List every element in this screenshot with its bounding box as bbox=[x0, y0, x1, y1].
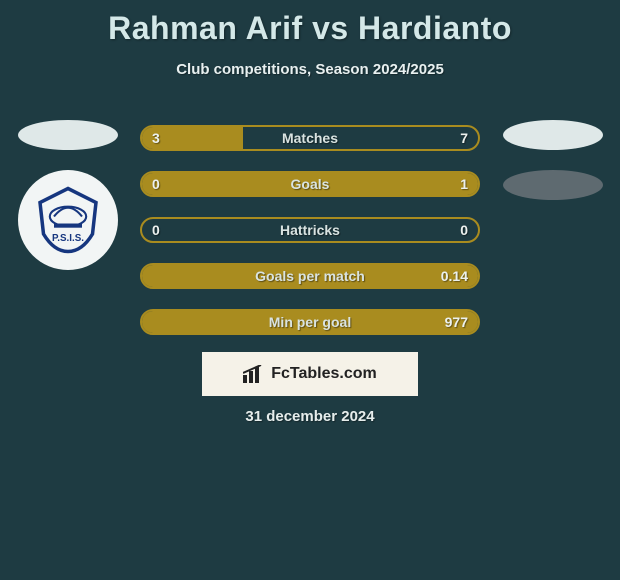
stat-value-right: 0 bbox=[460, 219, 468, 241]
stat-value-right: 0.14 bbox=[441, 265, 468, 287]
stat-value-right: 1 bbox=[460, 173, 468, 195]
club-crest-icon: P.S.I.S. bbox=[33, 185, 103, 255]
stat-bars-container: 3Matches70Goals10Hattricks0Goals per mat… bbox=[140, 125, 480, 355]
stat-row: 3Matches7 bbox=[140, 125, 480, 151]
page-title: Rahman Arif vs Hardianto bbox=[0, 0, 620, 47]
player-right-club-placeholder bbox=[503, 170, 603, 200]
stat-row: 0Goals1 bbox=[140, 171, 480, 197]
stat-value-right: 977 bbox=[445, 311, 468, 333]
player-left-flag bbox=[18, 120, 118, 150]
stat-row: 0Hattricks0 bbox=[140, 217, 480, 243]
attribution-text: FcTables.com bbox=[271, 365, 377, 383]
date-text: 31 december 2024 bbox=[0, 408, 620, 425]
player-right-flag bbox=[503, 120, 603, 150]
stat-label: Goals per match bbox=[142, 265, 478, 287]
stat-label: Min per goal bbox=[142, 311, 478, 333]
player-left-club-badge: P.S.I.S. bbox=[18, 170, 118, 270]
stat-label: Hattricks bbox=[142, 219, 478, 241]
stat-row: Min per goal977 bbox=[140, 309, 480, 335]
stat-label: Goals bbox=[142, 173, 478, 195]
player-left-column: P.S.I.S. bbox=[10, 120, 125, 270]
svg-text:P.S.I.S.: P.S.I.S. bbox=[52, 233, 84, 244]
stat-label: Matches bbox=[142, 127, 478, 149]
subtitle: Club competitions, Season 2024/2025 bbox=[0, 61, 620, 78]
stat-row: Goals per match0.14 bbox=[140, 263, 480, 289]
player-right-column bbox=[495, 120, 610, 220]
bar-chart-icon bbox=[243, 365, 265, 383]
attribution-badge: FcTables.com bbox=[202, 352, 418, 396]
stat-value-right: 7 bbox=[460, 127, 468, 149]
